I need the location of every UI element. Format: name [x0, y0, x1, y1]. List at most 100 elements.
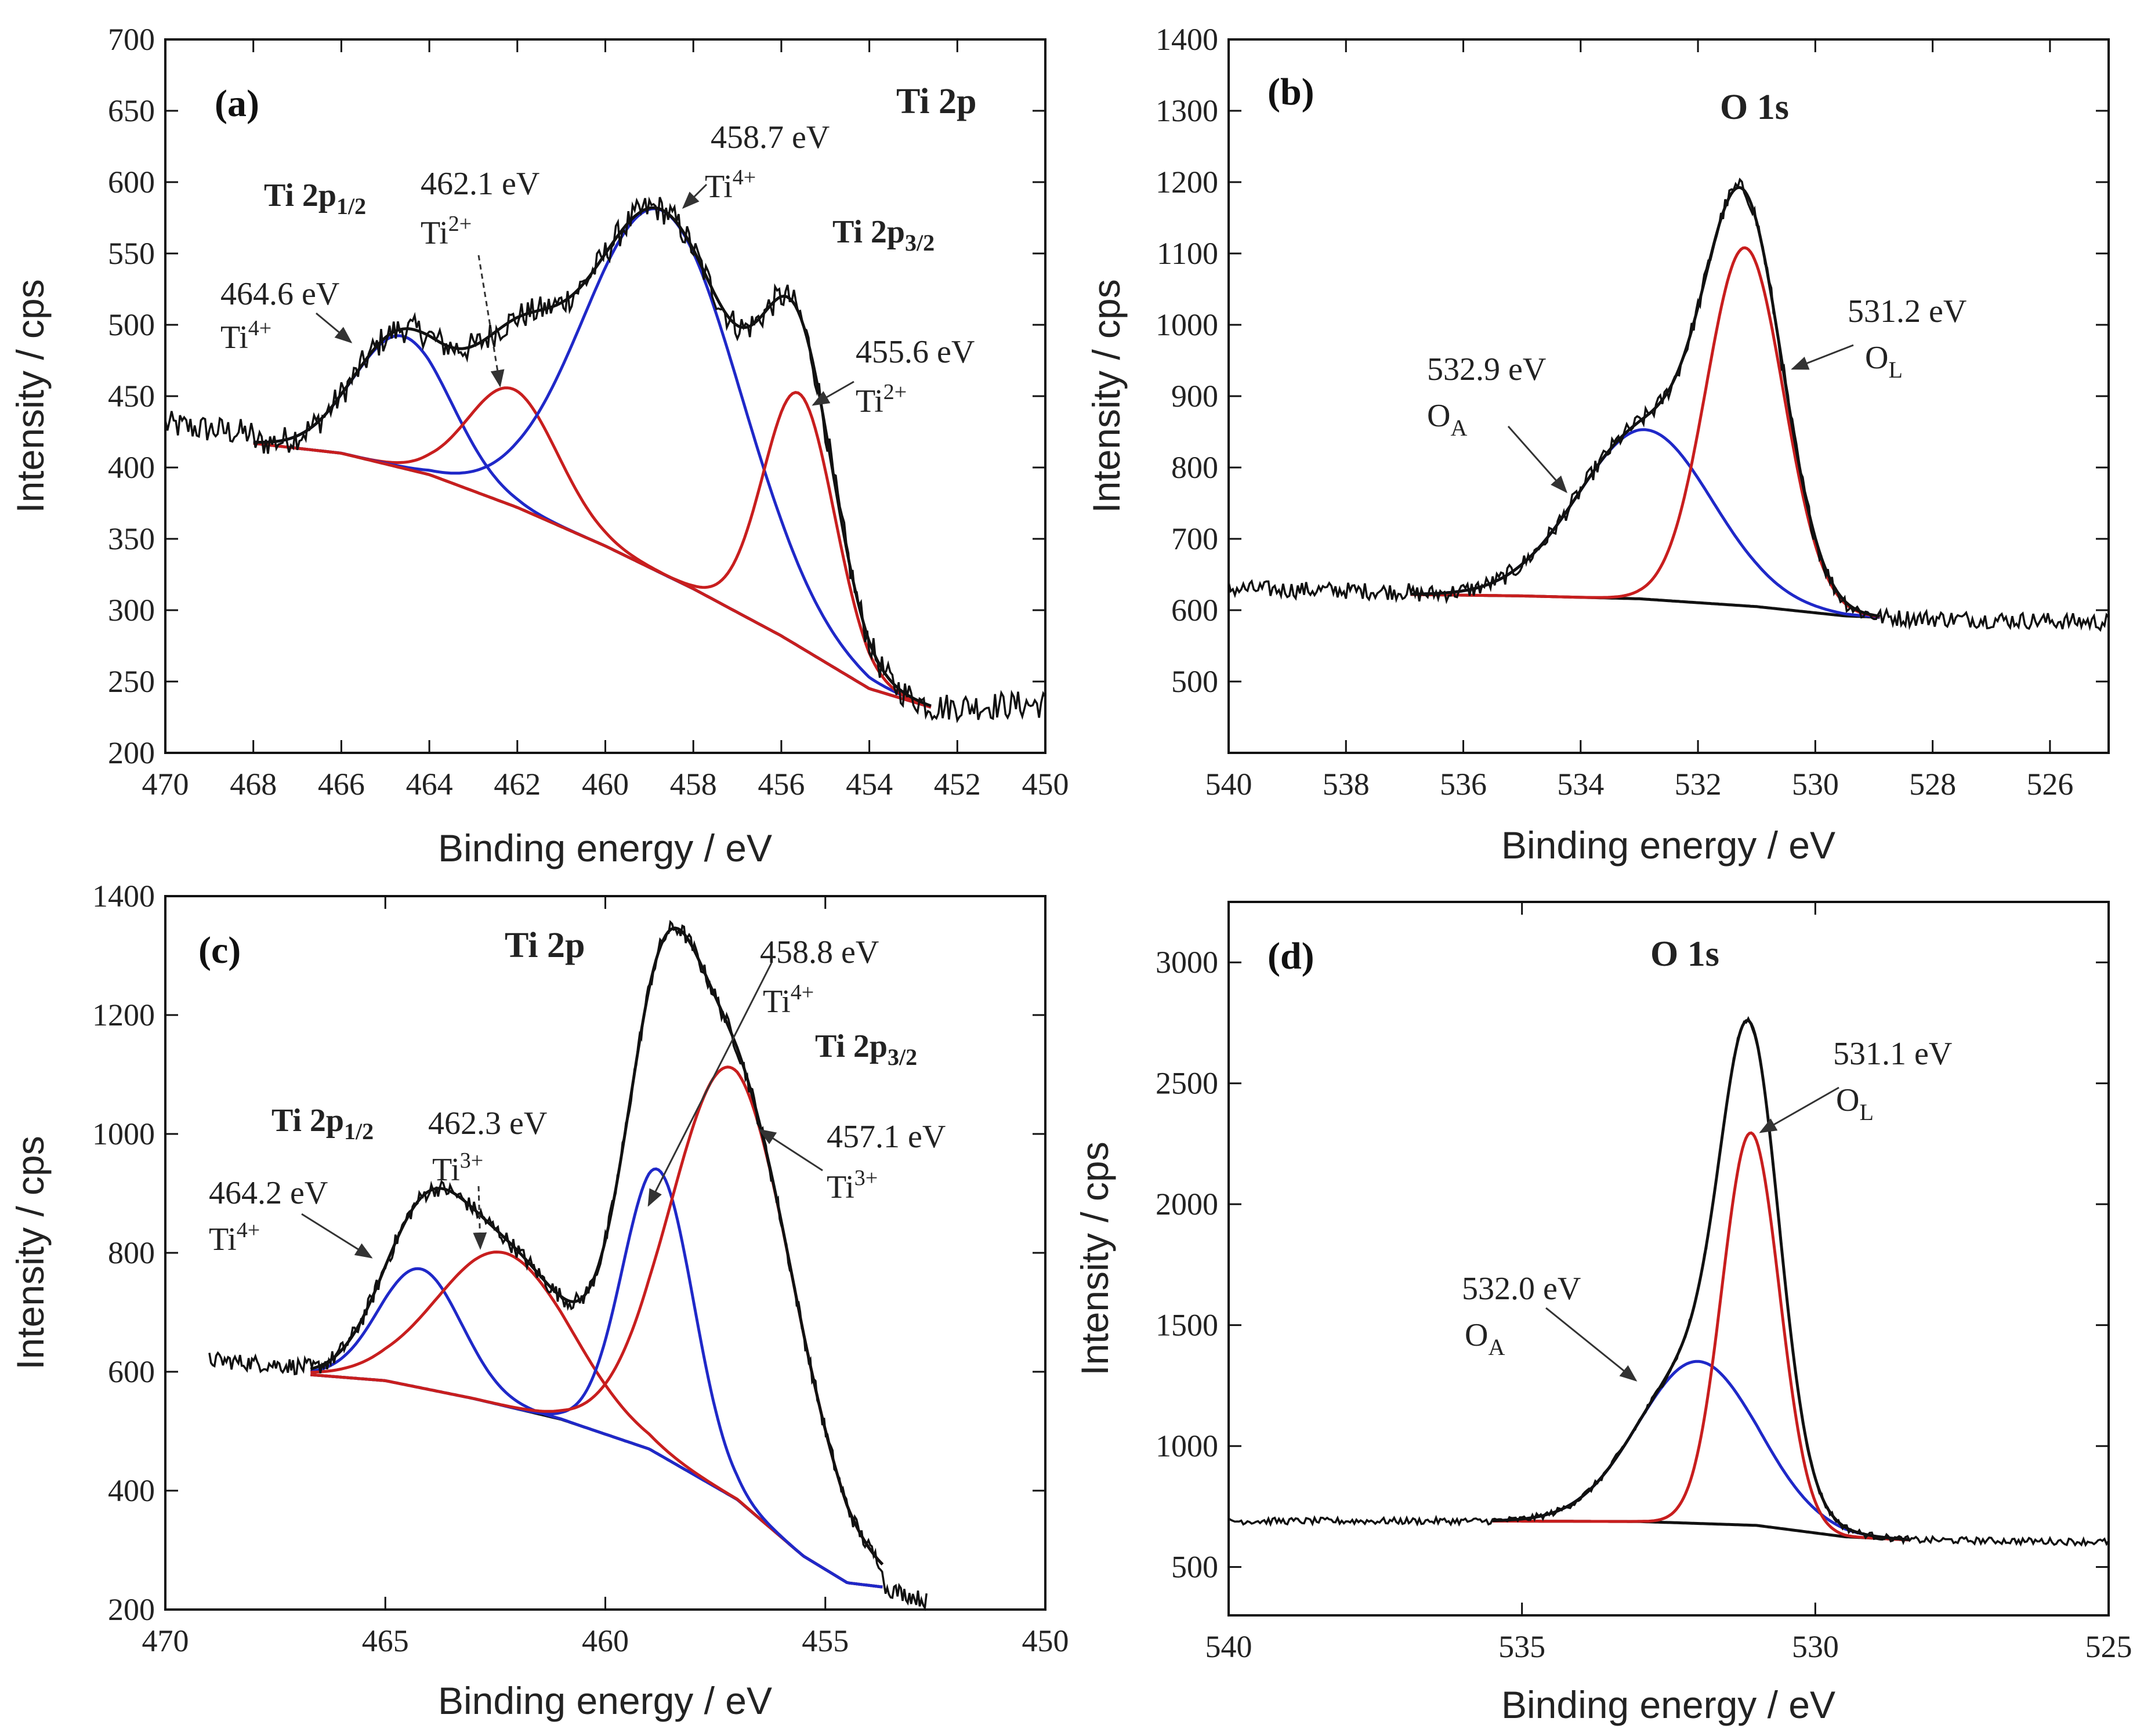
panel-c-background-line [310, 1373, 883, 1589]
panel-a-annot-458-ion: Ti4+ [705, 165, 756, 205]
panel-c-arrow-457 [758, 1129, 823, 1172]
panel-c-ytick-label: 1000 [92, 1117, 155, 1151]
panel-b-xtick-label: 540 [1205, 767, 1252, 802]
panel-c-xtick-label: 470 [142, 1623, 189, 1658]
panel-c-label: (c) [198, 929, 241, 972]
panel-a-annot-464-value: 464.6 eV [220, 276, 339, 312]
panel-b-arrow-531 [1791, 344, 1854, 370]
panel-a-xtick-label: 456 [758, 767, 805, 802]
panel-a-xtick-label: 460 [582, 767, 629, 802]
panel-b-ytick-label: 600 [1171, 593, 1218, 628]
panel-d-xtick-label: 535 [1498, 1629, 1545, 1664]
panel-d-ticks: 540 535 530 525 500 1000 1500 2000 2500 3000 [1156, 902, 2132, 1664]
panel-b-ytick-label: 800 [1171, 450, 1218, 485]
panel-a-ylabel: Intensity / cps [9, 279, 52, 513]
panel-c-arrow-464 [301, 1213, 373, 1259]
panel-c-peak-3 [310, 1167, 883, 1589]
panel-d-raw-spectrum [1228, 1016, 2110, 1547]
panel-b-ytick-label: 1300 [1156, 93, 1218, 128]
panel-a-xtick-label: 462 [494, 767, 541, 802]
panel-c-xtick-label: 455 [802, 1623, 849, 1658]
panel-b-plot [1227, 177, 2110, 632]
panel-a-ytick-label: 400 [108, 450, 155, 485]
panel-a-annot-462-ion: Ti2+ [421, 212, 472, 251]
panel-b-ytick-label: 1100 [1157, 236, 1218, 271]
panel-a-plot [164, 196, 1046, 723]
panel-b-xtick-label: 526 [2026, 767, 2073, 802]
panel-d-ylabel: Intensity / cps [1073, 1141, 1116, 1376]
panel-b-raw-spectrum [1227, 177, 2110, 632]
panel-a-peak-2 [253, 386, 932, 709]
panel-a-ytick-label: 700 [108, 22, 155, 57]
panel-c-spin-orbit-3-2: Ti 2p3/2 [815, 1028, 917, 1070]
panel-c-ytick-label: 600 [108, 1354, 155, 1389]
panel-d-ytick-label: 2000 [1156, 1187, 1218, 1222]
panel-a-arrow-455 [812, 380, 854, 406]
panel-c-xtick-label: 460 [582, 1623, 629, 1658]
panel-c-annot-464-ion: Ti4+ [209, 1218, 260, 1257]
panel-c-arrow-462 [473, 1186, 487, 1250]
panel-a-peak-4 [253, 391, 932, 709]
panel-a-xtick-label: 454 [846, 767, 893, 802]
panel-b-ytick-label: 500 [1171, 664, 1218, 699]
panel-a-ytick-label: 550 [108, 236, 155, 271]
panel-c-xtick-label: 450 [1022, 1623, 1069, 1658]
panel-c-annot-458-ion: Ti4+ [763, 980, 814, 1020]
panel-a-ytick-label: 450 [108, 379, 155, 414]
panel-c-ytick-label: 1200 [92, 998, 155, 1032]
panel-a-xtick-label: 464 [406, 767, 453, 802]
panel-d-peak-2 [1493, 1131, 1910, 1542]
panel-d-xtick-label: 525 [2085, 1629, 2132, 1664]
panel-b-xtick-label: 532 [1675, 767, 1722, 802]
panel-a-xtick-label: 458 [670, 767, 717, 802]
panel-d-arrow-532 [1545, 1307, 1638, 1382]
panel-d-annot-531-value: 531.1 eV [1833, 1036, 1952, 1072]
panel-d-ytick-label: 2500 [1156, 1066, 1218, 1101]
panel-c-fit-envelope [310, 926, 884, 1565]
panel-c-annot-464-value: 464.2 eV [209, 1175, 328, 1211]
panel-b-annot-532-value: 532.9 eV [1427, 351, 1546, 387]
panel-a-frame [164, 38, 1046, 754]
panel-d-annot-532-label: OA [1465, 1317, 1505, 1360]
panel-b-ytick-label: 1200 [1156, 165, 1218, 200]
panel-d-fit-envelope [1493, 1019, 1910, 1541]
panel-d-annot-532-value: 532.0 eV [1462, 1271, 1581, 1307]
panel-b-xlabel: Binding energy / eV [1501, 824, 1835, 867]
panel-d-frame [1227, 901, 2110, 1617]
panel-b: 540 538 536 534 532 530 528 526 500 600 700 800 900 1… [1085, 22, 2110, 867]
panel-b-background-line [1410, 593, 1880, 619]
panel-a-xlabel: Binding energy / eV [438, 827, 772, 869]
panel-a-xtick-label: 470 [142, 767, 189, 802]
panel-c-title: Ti 2p [505, 926, 585, 965]
panel-a-ytick-label: 650 [108, 93, 155, 128]
panel-a-xtick-label: 450 [1022, 767, 1069, 802]
panel-d-annot-531-label: OL [1836, 1082, 1874, 1125]
panel-a-spin-orbit-1-2: Ti 2p1/2 [264, 177, 366, 219]
panel-a-title: Ti 2p [896, 82, 976, 121]
panel-b-annot-532-label: OA [1427, 398, 1467, 441]
panel-c-ytick-label: 800 [108, 1235, 155, 1270]
panel-a-fit-envelope [253, 206, 932, 708]
panel-a-xtick-label: 468 [230, 767, 277, 802]
panel-a-annot-464-ion: Ti4+ [220, 316, 271, 356]
panel-b-annot-531-value: 531.2 eV [1848, 293, 1967, 329]
panel-b-xtick-label: 528 [1909, 767, 1956, 802]
panel-a-ytick-label: 500 [108, 307, 155, 342]
panel-b-peak-2 [1410, 246, 1880, 618]
panel-c-annot-458-value: 458.8 eV [760, 934, 879, 970]
panel-b-xtick-label: 530 [1792, 767, 1839, 802]
panel-a-annot-458-value: 458.7 eV [711, 119, 830, 155]
panel-c-ylabel: Intensity / cps [9, 1136, 52, 1370]
panel-d-ytick-label: 500 [1171, 1550, 1218, 1585]
panel-b-xtick-label: 538 [1323, 767, 1370, 802]
panel-c-xlabel: Binding energy / eV [438, 1679, 772, 1722]
panel-d-ytick-label: 3000 [1156, 945, 1218, 980]
panel-d-xtick-label: 530 [1792, 1629, 1839, 1664]
panel-c-ytick-label: 400 [108, 1473, 155, 1508]
panel-b-xtick-label: 534 [1557, 767, 1604, 802]
panel-d-xtick-label: 540 [1205, 1629, 1252, 1664]
panel-a-ytick-label: 250 [108, 664, 155, 699]
panel-c-annot-457-ion: Ti3+ [827, 1166, 878, 1205]
panel-b-ylabel: Intensity / cps [1085, 279, 1128, 513]
